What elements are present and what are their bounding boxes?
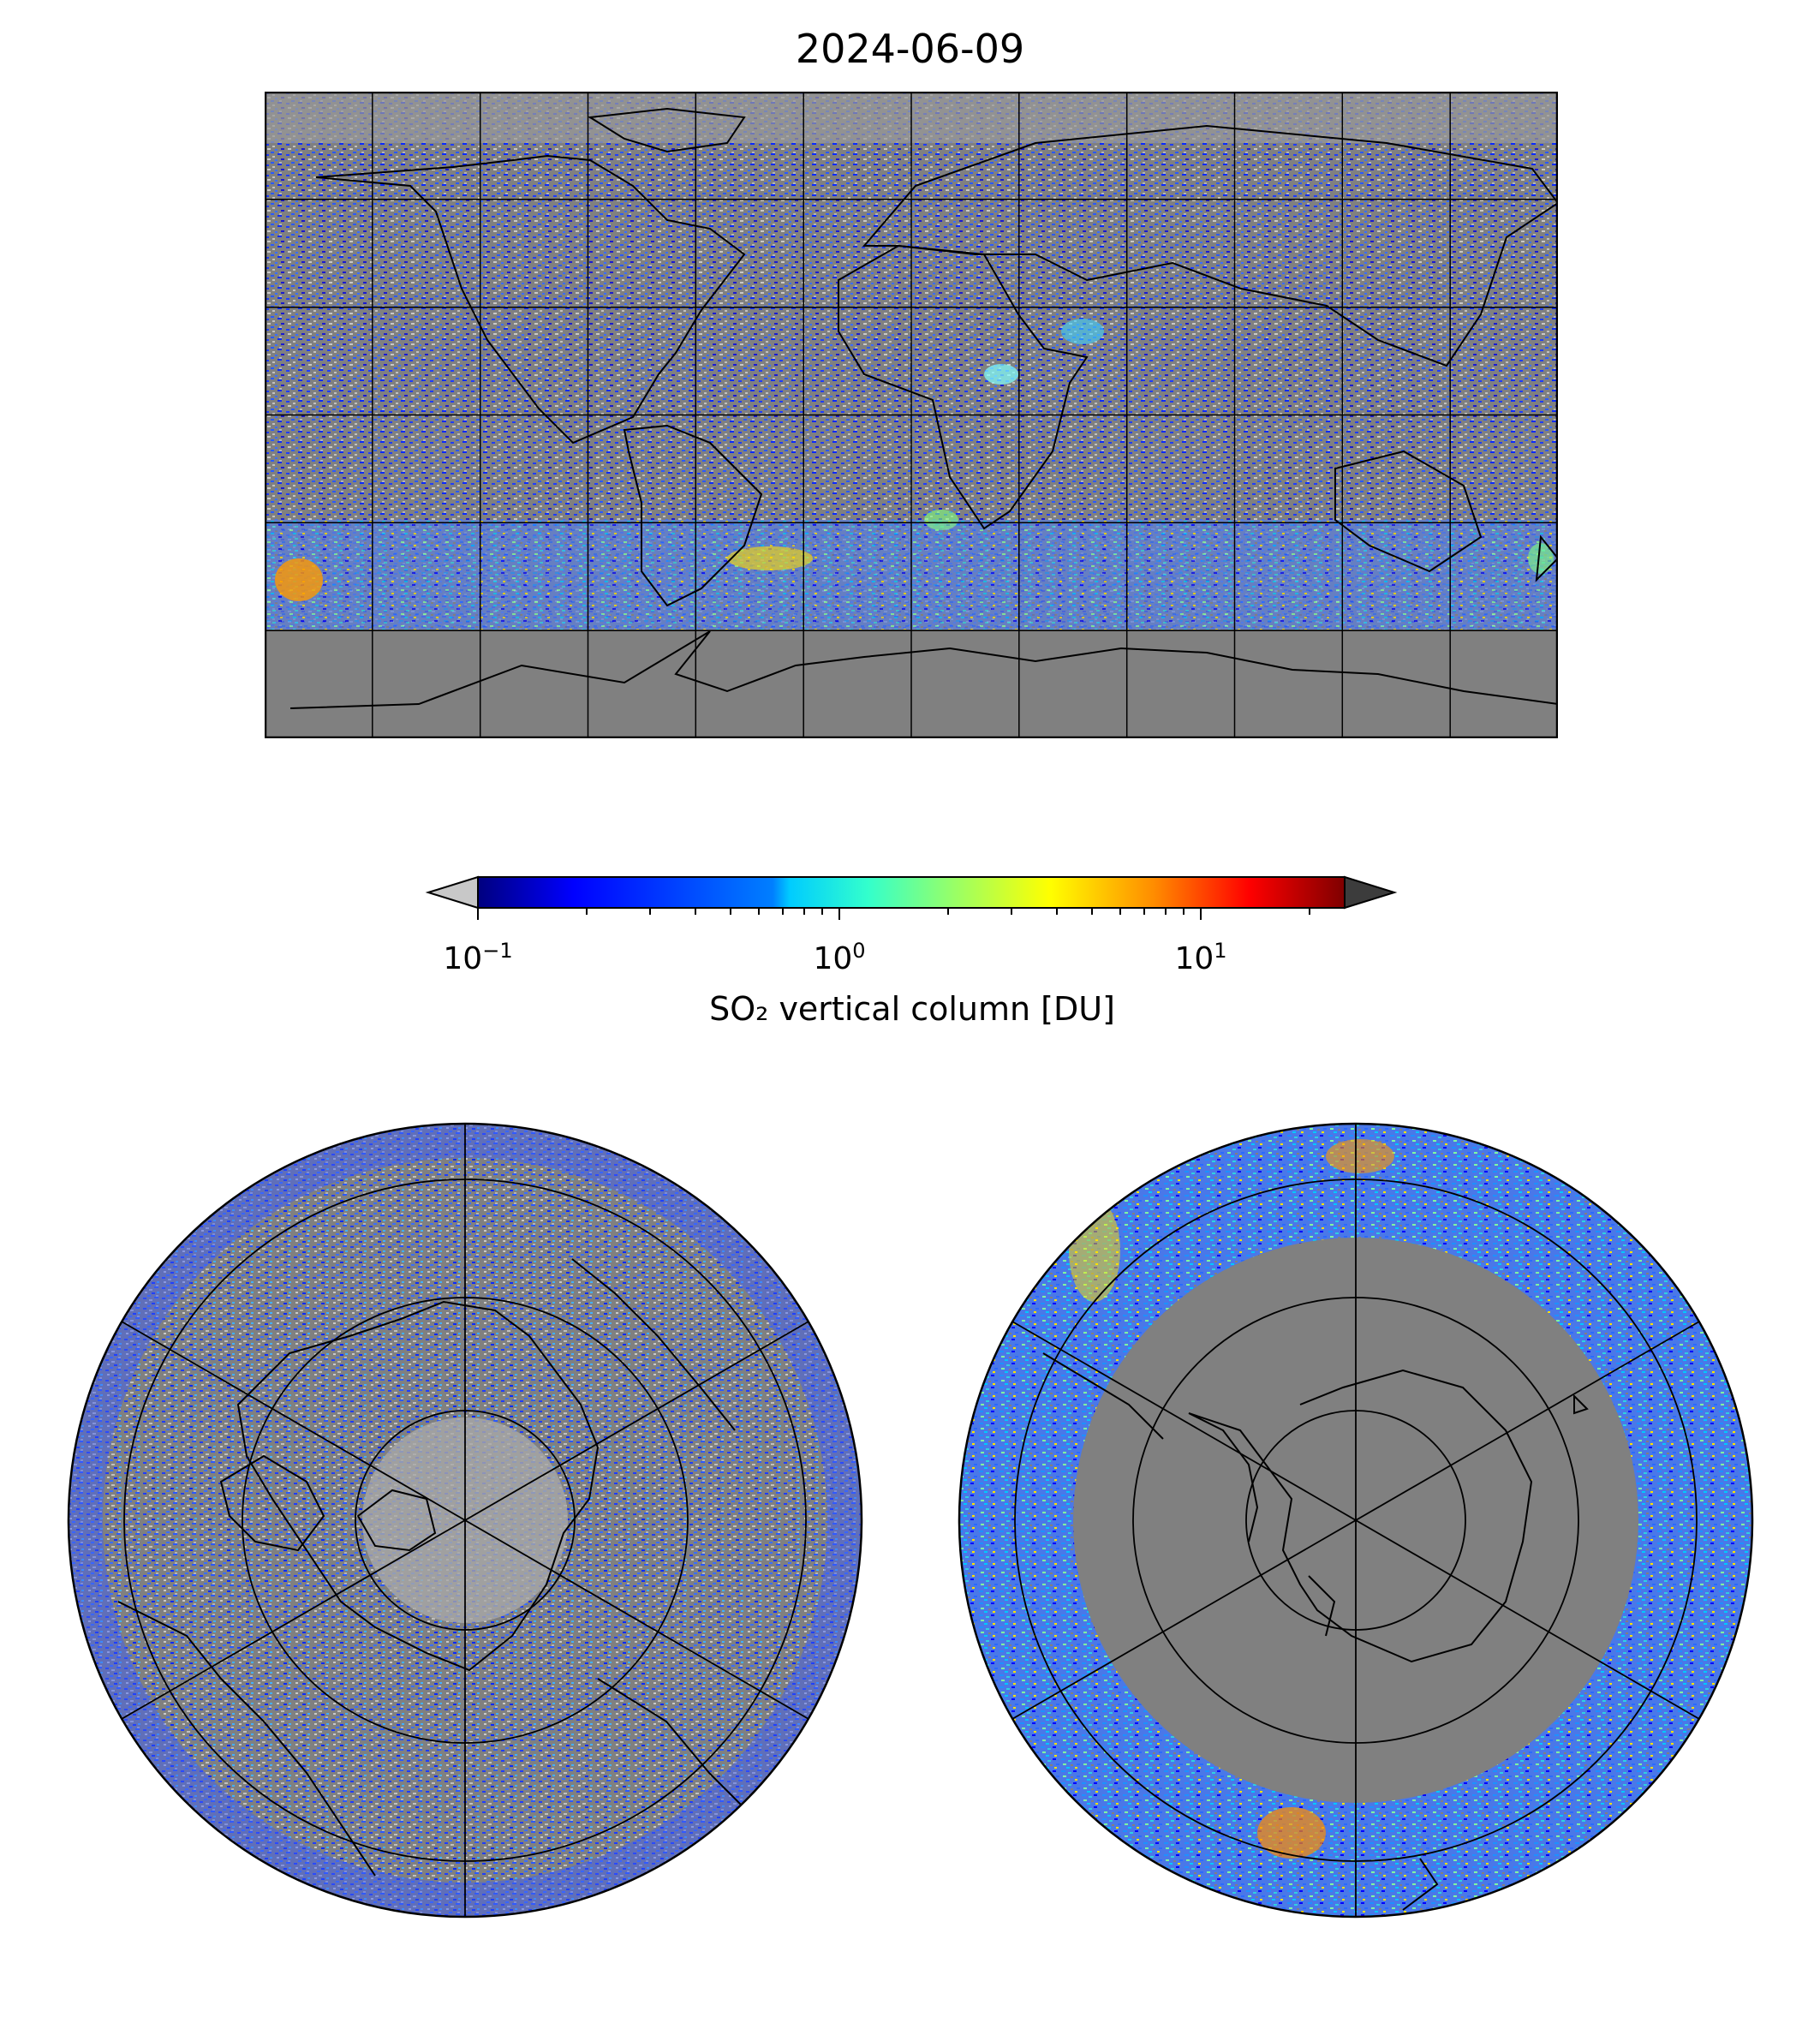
north-graticule — [121, 1124, 809, 1917]
south-hotspot-2 — [1069, 1199, 1120, 1302]
north-polar-so2-map — [67, 1122, 863, 1919]
colorbar-graphic — [425, 875, 1398, 920]
coastlines — [289, 107, 1558, 709]
colorbar-gradient — [477, 876, 1346, 909]
south-polar-so2-map — [958, 1122, 1754, 1919]
south-hotspot-3 — [1326, 1139, 1394, 1173]
north-coastlines — [117, 1258, 744, 1877]
colorbar-tick-label-0: 10−1 — [443, 939, 513, 976]
graticule — [265, 92, 1558, 738]
colorbar-under-extension — [425, 875, 479, 910]
south-hotspot — [1257, 1807, 1326, 1859]
colorbar-over-extension — [1344, 875, 1398, 910]
colorbar-tick-label-1: 100 — [813, 939, 866, 976]
map-frame — [265, 92, 1558, 738]
colorbar: 10−1 100 101 SO₂ vertical column [DU] — [420, 863, 1405, 1052]
south-map-frame — [958, 1122, 1754, 1919]
colorbar-label: SO₂ vertical column [DU] — [709, 990, 1115, 1028]
south-coastlines — [1042, 1352, 1589, 1911]
north-map-frame — [67, 1122, 863, 1919]
colorbar-ticks — [477, 908, 1310, 920]
south-graticule — [1011, 1124, 1700, 1917]
so2-hotspots — [275, 319, 1554, 601]
map-title: 2024-06-09 — [795, 26, 1025, 72]
global-so2-map — [265, 92, 1558, 738]
colorbar-tick-label-2: 101 — [1174, 939, 1227, 976]
